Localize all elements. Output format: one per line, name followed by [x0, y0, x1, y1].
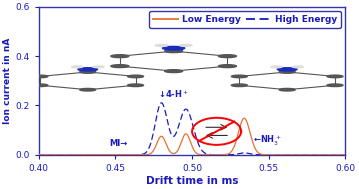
Circle shape [111, 55, 129, 58]
X-axis label: Drift time in ms: Drift time in ms [146, 176, 238, 186]
Circle shape [32, 75, 48, 78]
Circle shape [231, 75, 247, 78]
Circle shape [219, 65, 237, 68]
Circle shape [292, 66, 303, 68]
Circle shape [80, 71, 96, 73]
Text: ←NH$_3^+$: ←NH$_3^+$ [253, 134, 282, 148]
Text: ↓4-H$^+$: ↓4-H$^+$ [158, 88, 189, 100]
Circle shape [271, 66, 282, 68]
Circle shape [111, 65, 129, 68]
Circle shape [165, 50, 183, 53]
Circle shape [71, 66, 83, 68]
Circle shape [279, 71, 295, 73]
Legend: Low Energy, High Energy: Low Energy, High Energy [149, 12, 341, 28]
Circle shape [155, 44, 168, 46]
Circle shape [327, 75, 343, 78]
Circle shape [80, 88, 96, 91]
Circle shape [279, 88, 295, 91]
Y-axis label: Ion current in nA: Ion current in nA [4, 38, 13, 124]
Circle shape [219, 55, 237, 58]
Circle shape [231, 84, 247, 87]
Circle shape [327, 84, 343, 87]
Circle shape [127, 84, 144, 87]
Circle shape [278, 68, 297, 71]
Circle shape [165, 70, 183, 73]
Text: MI→: MI→ [109, 139, 128, 148]
Circle shape [32, 84, 48, 87]
Circle shape [127, 75, 144, 78]
Circle shape [78, 68, 98, 71]
Circle shape [163, 46, 185, 50]
Circle shape [93, 66, 104, 68]
Circle shape [180, 44, 192, 46]
